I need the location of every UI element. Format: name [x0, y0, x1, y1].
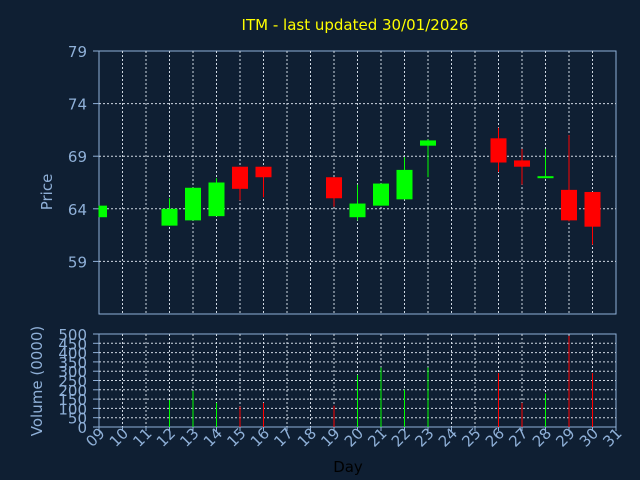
candle-body [255, 166, 272, 178]
volume-tick-label: 50 [68, 410, 87, 428]
candle-body [537, 176, 554, 179]
candle-body [490, 138, 507, 163]
volume-tick-label: 250 [58, 373, 87, 391]
volume-tick-label: 100 [58, 400, 87, 418]
x-tick-label: 17 [270, 424, 296, 450]
x-tick-label: 16 [247, 424, 273, 450]
candle-body [326, 177, 342, 199]
x-tick-label: 19 [317, 424, 343, 450]
volume-tick-label: 0 [77, 419, 87, 437]
candle-body [584, 191, 601, 227]
candle-body [99, 205, 107, 218]
candle-body [514, 160, 530, 167]
price-tick-label: 59 [68, 253, 87, 271]
x-tick-label: 11 [129, 424, 155, 450]
x-tick-label: 28 [529, 424, 555, 450]
price-tick-label: 74 [68, 96, 87, 114]
volume-tick-label: 450 [58, 335, 87, 353]
price-tick-label: 79 [68, 43, 87, 61]
x-tick-label: 29 [552, 424, 578, 450]
x-tick-label: 10 [106, 424, 132, 450]
price-plot-frame [98, 50, 617, 315]
price-axis-label: Price [38, 174, 56, 211]
price-panel: 59 64 69 74 79 [68, 43, 617, 315]
x-tick-label: 24 [435, 424, 461, 450]
candle-body [349, 203, 366, 218]
x-tick-label: 23 [411, 424, 437, 450]
volume-panel: 0501001502002503003504004505000910111213… [58, 326, 625, 451]
x-tick-label: 30 [576, 424, 602, 450]
candle-body [185, 187, 201, 221]
candle-body [161, 208, 178, 226]
candle-body [208, 182, 225, 217]
price-tick-label: 64 [68, 201, 87, 219]
x-tick-label: 20 [341, 424, 367, 450]
volume-tick-label: 300 [58, 363, 87, 381]
x-tick-label: 15 [223, 424, 249, 450]
volume-tick-label: 400 [58, 345, 87, 363]
x-tick-label: 21 [364, 424, 390, 450]
candle-body [396, 169, 413, 200]
x-tick-label: 12 [153, 424, 179, 450]
x-tick-label: 27 [505, 424, 531, 450]
x-tick-label: 26 [482, 424, 508, 450]
chart-title: ITM - last updated 30/01/2026 [242, 16, 469, 34]
price-tick-label: 69 [68, 148, 87, 166]
volume-tick-label: 200 [58, 382, 87, 400]
x-tick-label: 18 [294, 424, 320, 450]
x-tick-label: 13 [176, 424, 202, 450]
x-tick-label: 14 [200, 424, 226, 450]
x-tick-label: 22 [388, 424, 414, 450]
volume-tick-label: 500 [58, 326, 87, 344]
volume-tick-label: 150 [58, 391, 87, 409]
candle-body [561, 189, 577, 221]
x-tick-label: 31 [599, 424, 625, 450]
volume-axis-label: Volume (0000) [28, 326, 46, 436]
volume-tick-label: 350 [58, 354, 87, 372]
candle-body [232, 166, 248, 189]
x-axis-label: Day [333, 458, 363, 476]
candle-body [373, 183, 389, 206]
x-tick-label: 25 [458, 424, 484, 450]
candle-body [420, 140, 436, 146]
